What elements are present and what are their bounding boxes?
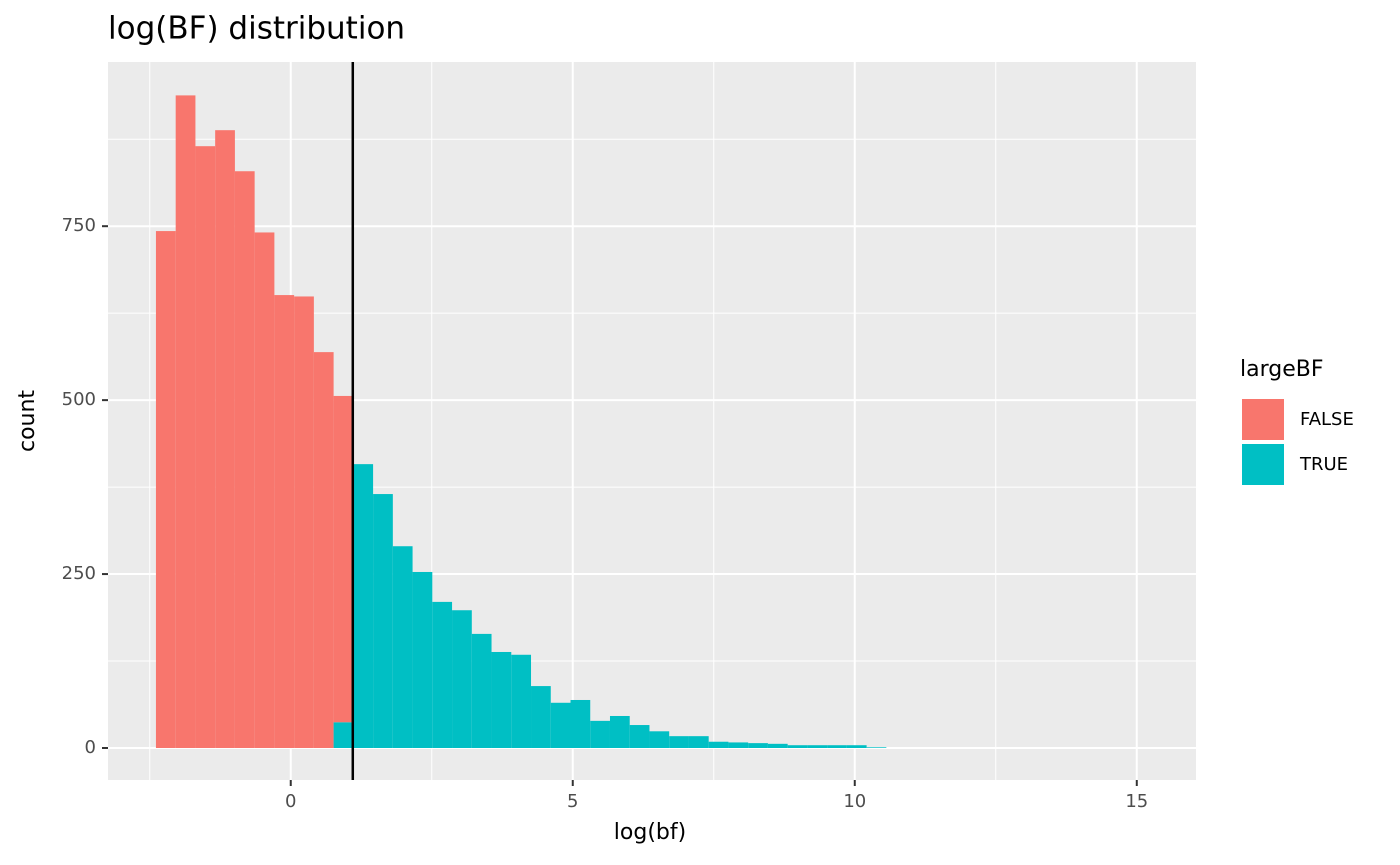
x-tick-label: 0 — [285, 791, 296, 812]
legend-key — [1240, 442, 1286, 487]
x-tick-label: 10 — [843, 791, 866, 812]
y-tick-label: 750 — [62, 215, 96, 236]
bar — [175, 95, 196, 748]
bar — [333, 395, 354, 723]
chart-title: log(BF) distribution — [108, 11, 405, 47]
y-tick-label: 0 — [85, 737, 96, 758]
bar — [688, 736, 709, 748]
legend-key — [1240, 397, 1286, 442]
bar — [471, 633, 492, 748]
legend-label: TRUE — [1299, 454, 1348, 475]
bar — [234, 171, 255, 748]
bar — [373, 494, 393, 748]
bar — [570, 699, 591, 748]
legend-title: largeBF — [1240, 357, 1324, 382]
bar — [827, 745, 847, 748]
bar — [195, 146, 216, 748]
bar — [649, 731, 670, 748]
bar — [274, 295, 295, 748]
bar — [609, 715, 630, 748]
bar — [392, 546, 413, 748]
y-tick-label: 500 — [62, 389, 96, 410]
bar — [511, 654, 532, 748]
y-tick-label: 250 — [62, 563, 96, 584]
bar — [629, 725, 650, 748]
bar — [728, 742, 749, 748]
bar — [846, 745, 867, 748]
bar — [866, 747, 887, 748]
bar — [767, 743, 788, 748]
bar — [452, 610, 472, 748]
bar — [333, 722, 354, 748]
bar — [432, 601, 453, 748]
bar — [531, 686, 551, 748]
bar — [254, 232, 275, 748]
bar — [708, 741, 729, 748]
x-tick-label: 15 — [1125, 791, 1148, 812]
bar — [590, 720, 610, 748]
bar — [491, 651, 512, 748]
bar — [807, 745, 828, 748]
y-axis-title: count — [15, 390, 40, 452]
bar — [669, 736, 689, 748]
bar — [353, 464, 374, 748]
x-tick-label: 5 — [567, 791, 578, 812]
bar — [787, 745, 808, 748]
legend-label: FALSE — [1300, 409, 1354, 430]
bar — [155, 231, 176, 748]
bar — [412, 571, 433, 748]
bar — [215, 130, 235, 748]
bar — [313, 352, 334, 748]
bar — [550, 702, 571, 748]
bar — [748, 743, 768, 748]
bar — [294, 296, 314, 748]
x-axis-title: log(bf) — [614, 820, 686, 845]
